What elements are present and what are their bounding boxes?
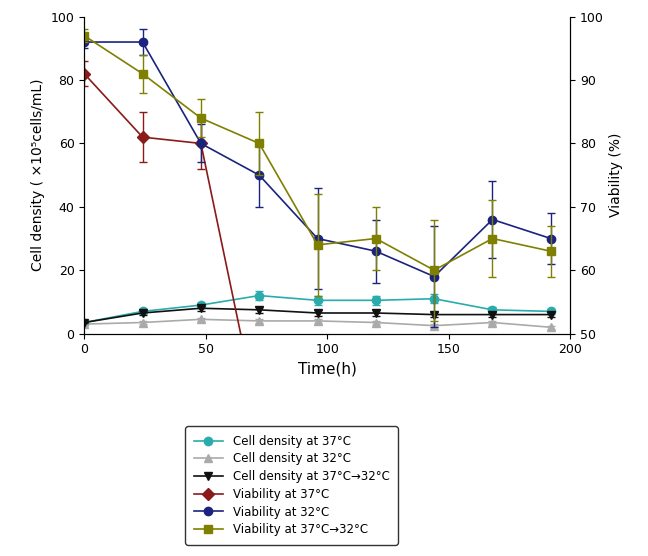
Y-axis label: Cell density ( ×10⁵cells/mL): Cell density ( ×10⁵cells/mL) [31, 79, 45, 271]
Legend: Cell density at 37°C, Cell density at 32°C, Cell density at 37°C→32°C, Viability: Cell density at 37°C, Cell density at 32… [185, 426, 398, 544]
X-axis label: Time(h): Time(h) [298, 362, 356, 377]
Y-axis label: Viability (%): Viability (%) [609, 133, 623, 217]
